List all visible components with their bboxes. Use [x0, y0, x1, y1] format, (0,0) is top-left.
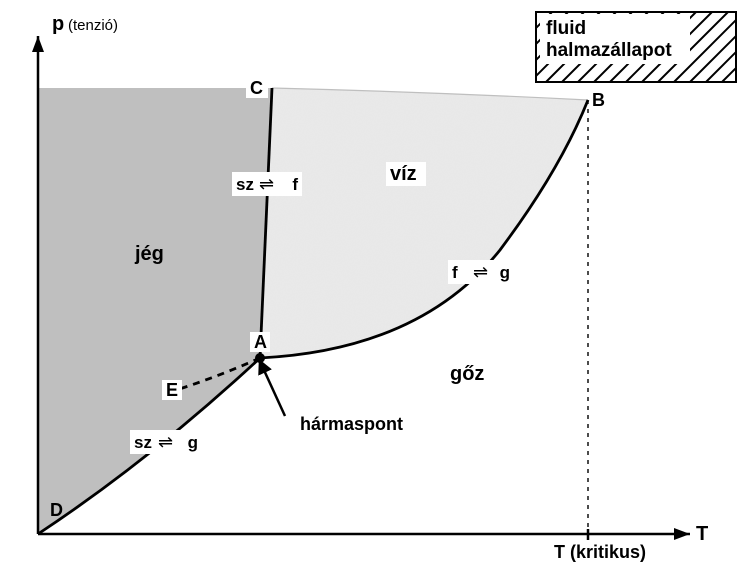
- equilibrium-sz-f: sz ⇌ f: [232, 172, 302, 196]
- svg-text:⇌: ⇌: [473, 262, 488, 282]
- supercritical-region: fluid halmazállapot: [466, 12, 740, 82]
- triple-point-arrow: [263, 368, 285, 416]
- svg-text:sz: sz: [134, 433, 152, 452]
- point-B-label: B: [592, 90, 605, 110]
- svg-text:g: g: [188, 433, 198, 452]
- triple-point-label: hármaspont: [300, 414, 403, 434]
- svg-text:g: g: [500, 263, 510, 282]
- point-C-label: C: [250, 78, 263, 98]
- supercritical-label-1: fluid: [546, 18, 586, 39]
- y-axis-label: p: [52, 13, 64, 35]
- svg-text:sz: sz: [236, 175, 254, 194]
- region-liquid: [260, 88, 588, 358]
- equilibrium-sz-g: sz ⇌ g: [130, 430, 202, 454]
- svg-text:f: f: [452, 263, 458, 282]
- y-axis-arrow: [32, 36, 44, 52]
- svg-text:⇌: ⇌: [158, 432, 173, 452]
- x-axis-arrow: [674, 528, 690, 540]
- svg-text:⇌: ⇌: [259, 174, 274, 194]
- region-solid: [38, 88, 272, 534]
- point-D-label: D: [50, 500, 63, 520]
- triple-point-dot: [255, 353, 265, 363]
- supercritical-label-2: halmazállapot: [546, 40, 672, 61]
- point-A-label: A: [254, 332, 267, 352]
- svg-text:f: f: [292, 175, 298, 194]
- gas-region-label: gőz: [450, 363, 484, 385]
- x-axis-label: T: [696, 523, 708, 545]
- liquid-region-label: víz: [390, 163, 417, 185]
- solid-region-label: jég: [134, 243, 164, 265]
- critical-T-label: T (kritikus): [554, 542, 646, 562]
- point-E-label: E: [166, 380, 178, 400]
- equilibrium-f-g: f ⇌ g: [448, 260, 514, 284]
- y-axis-sublabel: (tenzió): [68, 17, 118, 34]
